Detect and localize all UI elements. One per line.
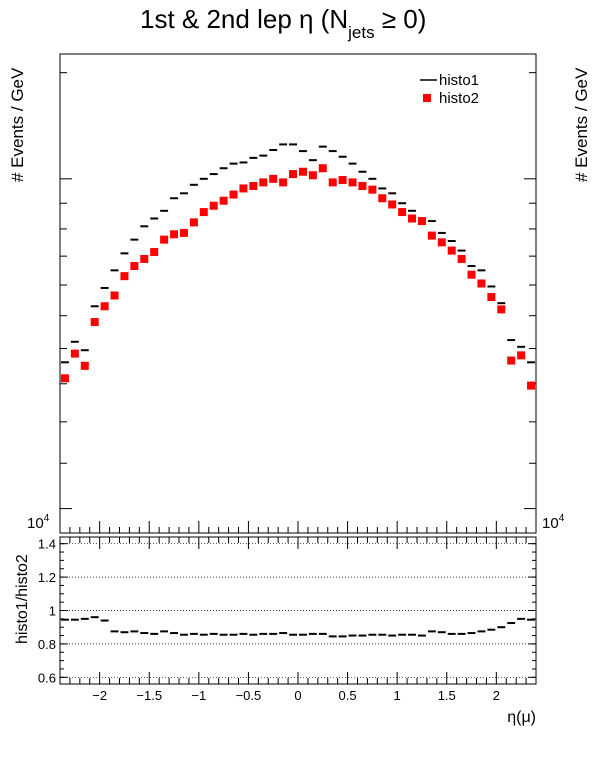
histo2-point — [209, 201, 218, 210]
histo2-point — [517, 351, 526, 360]
x-tick-label: −1.5 — [136, 688, 162, 703]
histo2-point — [80, 361, 89, 370]
histo2-point — [249, 182, 258, 191]
histo2-point — [348, 178, 357, 187]
histo2-point — [150, 247, 159, 256]
x-tick-label: 1 — [394, 688, 401, 703]
legend-label-histo2: histo2 — [439, 90, 479, 107]
main-x-ticks — [59, 521, 537, 533]
histo2-point — [388, 200, 397, 209]
histo2-point — [259, 178, 268, 187]
ratio-x-ticks: −2 −1.5 −1 −0.5 0 0.5 1 1.5 2 — [59, 537, 537, 703]
histo2-point — [60, 374, 69, 383]
ratio-y-tick-label: 1.4 — [38, 537, 56, 552]
histo2-point — [279, 178, 288, 187]
histo2-point — [417, 217, 426, 226]
histo2-point — [358, 182, 367, 191]
x-tick-label: 0.5 — [339, 688, 357, 703]
histo2-point — [408, 214, 417, 223]
histo2-point — [239, 184, 248, 193]
histo2-point — [447, 246, 456, 255]
histo2-point — [189, 218, 198, 227]
y-tick-label-right: 104 — [542, 513, 565, 532]
histo2-point — [160, 235, 169, 244]
legend: histo1 histo2 — [420, 72, 479, 107]
series-histo2 — [60, 164, 536, 390]
x-tick-label: 0 — [294, 688, 301, 703]
ratio-grid — [60, 543, 536, 678]
histo2-point — [497, 305, 506, 314]
histo2-point — [427, 231, 436, 240]
ratio-y-axis-label: histo1/histo2 — [14, 554, 31, 644]
histo2-point — [437, 238, 446, 247]
histo2-point — [289, 170, 298, 179]
histo2-point — [378, 194, 387, 203]
histo2-point — [318, 164, 327, 173]
ratio-y-tick-label: 1.2 — [38, 570, 56, 585]
histo2-point — [477, 279, 486, 288]
x-tick-label: 1.5 — [438, 688, 456, 703]
main-plot-frame — [59, 53, 537, 534]
x-tick-label: 2 — [493, 688, 500, 703]
y-tick-label-left: 104 — [27, 513, 50, 532]
series-histo1 — [61, 143, 535, 364]
x-tick-label: −0.5 — [236, 688, 262, 703]
ratio-y-tick-label: 0.8 — [38, 637, 56, 652]
histo2-point — [170, 230, 179, 239]
histo2-point — [527, 381, 536, 390]
histo2-point — [140, 254, 149, 263]
histo2-point — [130, 262, 139, 271]
legend-marker-histo2 — [423, 94, 431, 102]
y-axis-label-right: # Events / GeV — [572, 67, 591, 182]
histo2-point — [398, 208, 407, 217]
histo2-point — [219, 196, 228, 205]
x-tick-label: −1 — [191, 688, 206, 703]
histo2-point — [507, 356, 516, 365]
main-y-ticks — [60, 72, 536, 510]
histo2-point — [467, 270, 476, 279]
histo2-point — [308, 171, 317, 180]
histo2-point — [487, 293, 496, 302]
histo2-point — [70, 349, 79, 358]
histo2-point — [110, 291, 119, 300]
histo2-point — [199, 208, 208, 217]
ratio-y-tick-label: 1 — [49, 604, 56, 619]
histo2-point — [269, 174, 278, 183]
histo2-point — [298, 167, 307, 176]
series-ratio — [61, 616, 535, 638]
legend-label-histo1: histo1 — [439, 72, 479, 89]
ratio-y-tick-label: 0.6 — [38, 670, 56, 685]
chart-title: 1st & 2nd lep η (Njets ≥ 0) — [140, 4, 426, 42]
histo2-point — [179, 228, 188, 237]
histo2-point — [100, 302, 109, 311]
histo2-point — [328, 178, 337, 187]
x-axis-label: η(μ) — [507, 709, 536, 726]
histo2-point — [90, 318, 99, 327]
x-tick-label: −2 — [92, 688, 107, 703]
y-axis-label-left: # Events / GeV — [8, 67, 27, 182]
histo2-point — [457, 254, 466, 263]
histo2-point — [120, 272, 129, 281]
ratio-y-ticks: 0.6 0.8 1 1.2 1.4 — [38, 537, 536, 685]
histo2-point — [229, 190, 238, 199]
histo2-point — [338, 176, 347, 185]
histo2-point — [368, 185, 377, 194]
